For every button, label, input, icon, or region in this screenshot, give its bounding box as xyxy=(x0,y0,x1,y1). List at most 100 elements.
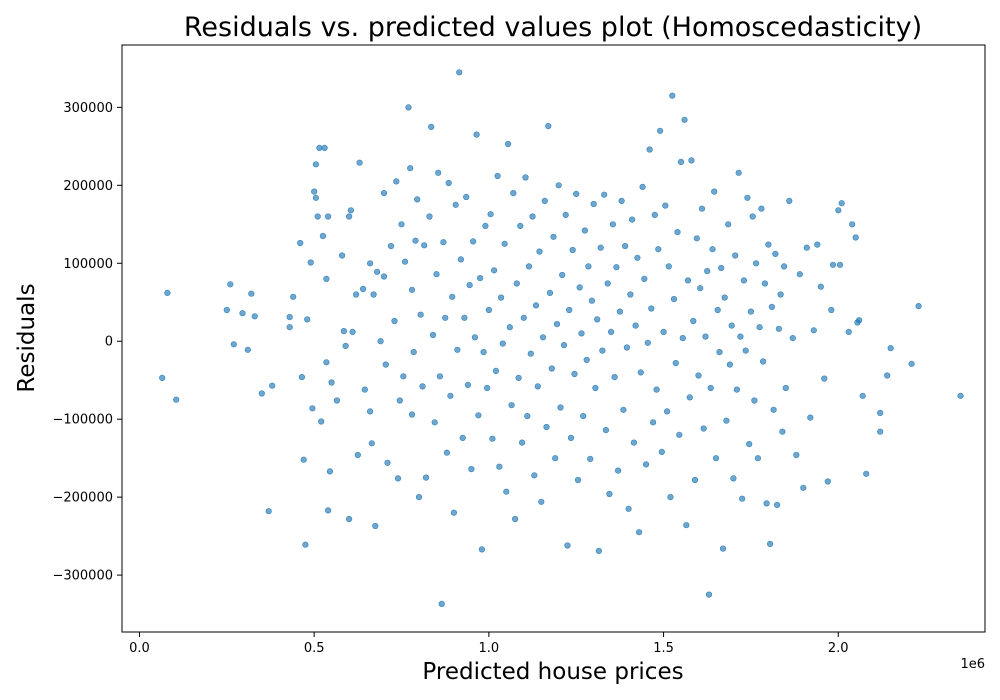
data-point xyxy=(786,197,793,204)
data-point xyxy=(709,246,716,253)
data-point xyxy=(501,240,508,247)
data-point xyxy=(543,423,550,431)
data-point xyxy=(506,324,513,331)
data-point xyxy=(265,508,272,515)
data-point xyxy=(435,169,442,176)
data-point xyxy=(707,384,714,392)
data-point xyxy=(583,356,590,364)
data-point xyxy=(286,314,293,321)
data-point xyxy=(775,325,783,332)
data-point xyxy=(417,311,424,318)
data-point xyxy=(484,384,491,392)
data-point xyxy=(525,263,533,270)
data-point xyxy=(679,335,686,342)
data-point xyxy=(630,439,638,446)
y-tick-label: −200000 xyxy=(52,491,113,506)
data-point xyxy=(398,221,405,228)
data-point xyxy=(569,246,576,254)
data-point xyxy=(698,205,706,212)
data-point xyxy=(752,260,760,267)
data-point xyxy=(667,494,674,501)
data-point xyxy=(421,242,428,249)
data-point xyxy=(595,547,603,555)
data-point xyxy=(449,293,456,300)
data-point xyxy=(491,267,498,274)
data-point xyxy=(836,261,844,268)
data-point xyxy=(485,306,493,314)
data-point xyxy=(522,174,529,181)
data-point xyxy=(730,475,737,482)
data-point xyxy=(723,417,730,424)
data-point xyxy=(223,306,230,314)
y-tick-label: −300000 xyxy=(52,569,113,584)
data-point xyxy=(553,321,561,328)
data-point xyxy=(581,227,589,234)
data-point xyxy=(810,327,817,334)
data-point xyxy=(766,540,774,548)
data-point xyxy=(877,409,884,417)
data-point xyxy=(478,546,486,553)
data-point xyxy=(480,349,487,356)
data-point xyxy=(349,328,356,336)
data-point xyxy=(780,263,788,270)
data-point xyxy=(384,459,391,466)
y-tick-label: 0 xyxy=(105,335,113,350)
data-point xyxy=(380,190,388,197)
data-point xyxy=(309,405,316,412)
data-point xyxy=(697,285,704,292)
data-point xyxy=(746,441,753,448)
data-point xyxy=(817,283,824,290)
data-point xyxy=(377,338,384,345)
data-point xyxy=(323,275,330,283)
data-point xyxy=(410,349,417,356)
data-point xyxy=(346,213,353,220)
data-point xyxy=(719,545,727,552)
data-point xyxy=(732,252,739,259)
data-point xyxy=(314,213,321,220)
data-point xyxy=(660,328,667,336)
data-point xyxy=(793,451,800,459)
data-point xyxy=(393,178,400,185)
data-point xyxy=(852,234,859,241)
data-point xyxy=(470,238,477,245)
data-point xyxy=(412,237,419,244)
data-point xyxy=(510,190,517,197)
data-point xyxy=(461,314,468,321)
x-axis-title: Predicted house prices xyxy=(422,659,683,685)
data-point xyxy=(367,408,374,415)
data-point xyxy=(372,522,379,530)
data-point xyxy=(333,397,341,404)
data-point xyxy=(658,448,665,456)
data-point xyxy=(550,233,557,240)
data-point xyxy=(887,345,894,352)
data-point xyxy=(594,316,601,323)
data-point xyxy=(838,200,845,207)
data-point xyxy=(527,350,534,357)
data-point xyxy=(536,248,543,255)
data-point xyxy=(368,440,375,447)
data-point xyxy=(677,158,685,165)
data-point xyxy=(518,439,526,446)
data-point xyxy=(382,361,389,368)
data-point xyxy=(604,280,611,287)
data-point xyxy=(590,200,597,208)
y-axis: −300000 −200000 −100000 0 100000 200000 300000 xyxy=(52,101,122,584)
data-point xyxy=(408,411,416,418)
data-point xyxy=(620,406,627,413)
data-point xyxy=(644,339,651,346)
data-point xyxy=(683,522,690,529)
data-point xyxy=(297,239,304,247)
data-point xyxy=(325,213,332,220)
plot-frame xyxy=(121,44,986,633)
x-tick-label: 1.0 xyxy=(479,641,500,656)
data-point xyxy=(456,69,463,76)
data-point xyxy=(859,392,866,399)
data-point xyxy=(763,500,770,507)
data-point xyxy=(534,383,541,390)
data-point xyxy=(653,386,660,393)
data-point xyxy=(396,397,403,404)
data-point xyxy=(789,335,796,342)
data-point xyxy=(768,303,776,311)
data-point xyxy=(312,194,320,201)
